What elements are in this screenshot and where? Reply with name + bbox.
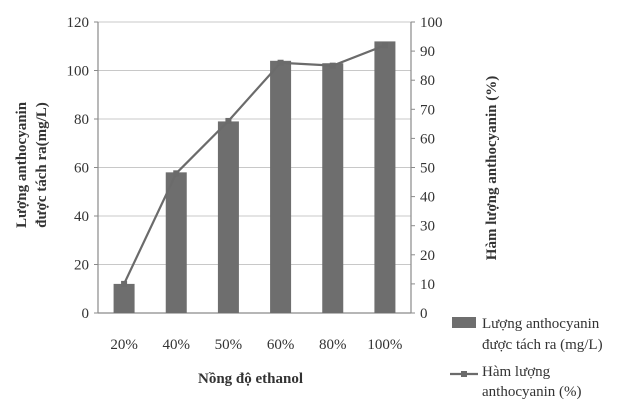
x-tick-label: 50%: [215, 337, 243, 353]
x-tick-label: 40%: [163, 337, 191, 353]
legend-line-label: Hàm lượng: [482, 364, 551, 380]
right-tick-label: 50: [420, 161, 435, 177]
x-tick-label: 60%: [267, 337, 295, 353]
line-point: [277, 59, 284, 66]
bar: [113, 283, 135, 313]
right-tick-label: 100: [420, 15, 443, 31]
right-tick-label: 20: [420, 248, 435, 264]
bar: [165, 172, 187, 313]
left-tick-label: 80: [74, 112, 89, 128]
right-tick-label: 80: [420, 73, 435, 89]
bar: [217, 121, 239, 313]
right-tick-label: 60: [420, 131, 435, 147]
left-tick-label: 100: [67, 64, 90, 80]
legend-line-marker: [461, 371, 467, 377]
x-axis-title: Nồng độ ethanol: [198, 371, 303, 387]
left-tick-label: 40: [74, 209, 89, 225]
legend-line-label: anthocyanin (%): [482, 384, 582, 400]
left-tick-label: 60: [74, 161, 89, 177]
bar: [374, 41, 396, 314]
line-point: [121, 280, 128, 287]
right-tick-label: 30: [420, 219, 435, 235]
left-tick-label: 0: [82, 306, 90, 322]
line-point: [329, 62, 336, 69]
left-axis-title: được tách ra(mg/L): [34, 102, 50, 228]
right-tick-label: 40: [420, 190, 435, 206]
bar: [270, 60, 292, 313]
right-axis-title: Hàm lượng anthocyanin (%): [484, 76, 500, 260]
left-tick-label: 120: [67, 15, 90, 31]
right-tick-label: 10: [420, 277, 435, 293]
legend-bar-label: Lượng anthocyanin: [482, 316, 600, 332]
series-line: [123, 44, 386, 285]
bar: [322, 63, 344, 313]
x-tick-label: 100%: [367, 337, 402, 353]
legend-bar-swatch: [452, 317, 476, 328]
x-tick-label: 80%: [319, 337, 347, 353]
line-point: [225, 117, 232, 124]
right-tick-label: 0: [420, 306, 428, 322]
right-tick-label: 90: [420, 44, 435, 60]
left-axis-title: Lượng anthocyanin: [14, 101, 30, 228]
left-tick-label: 20: [74, 258, 89, 274]
line-point: [173, 170, 180, 177]
legend-bar-label: được tách ra (mg/L): [482, 337, 603, 353]
right-tick-label: 70: [420, 102, 435, 118]
line-point: [381, 42, 388, 49]
x-tick-label: 20%: [110, 337, 138, 353]
